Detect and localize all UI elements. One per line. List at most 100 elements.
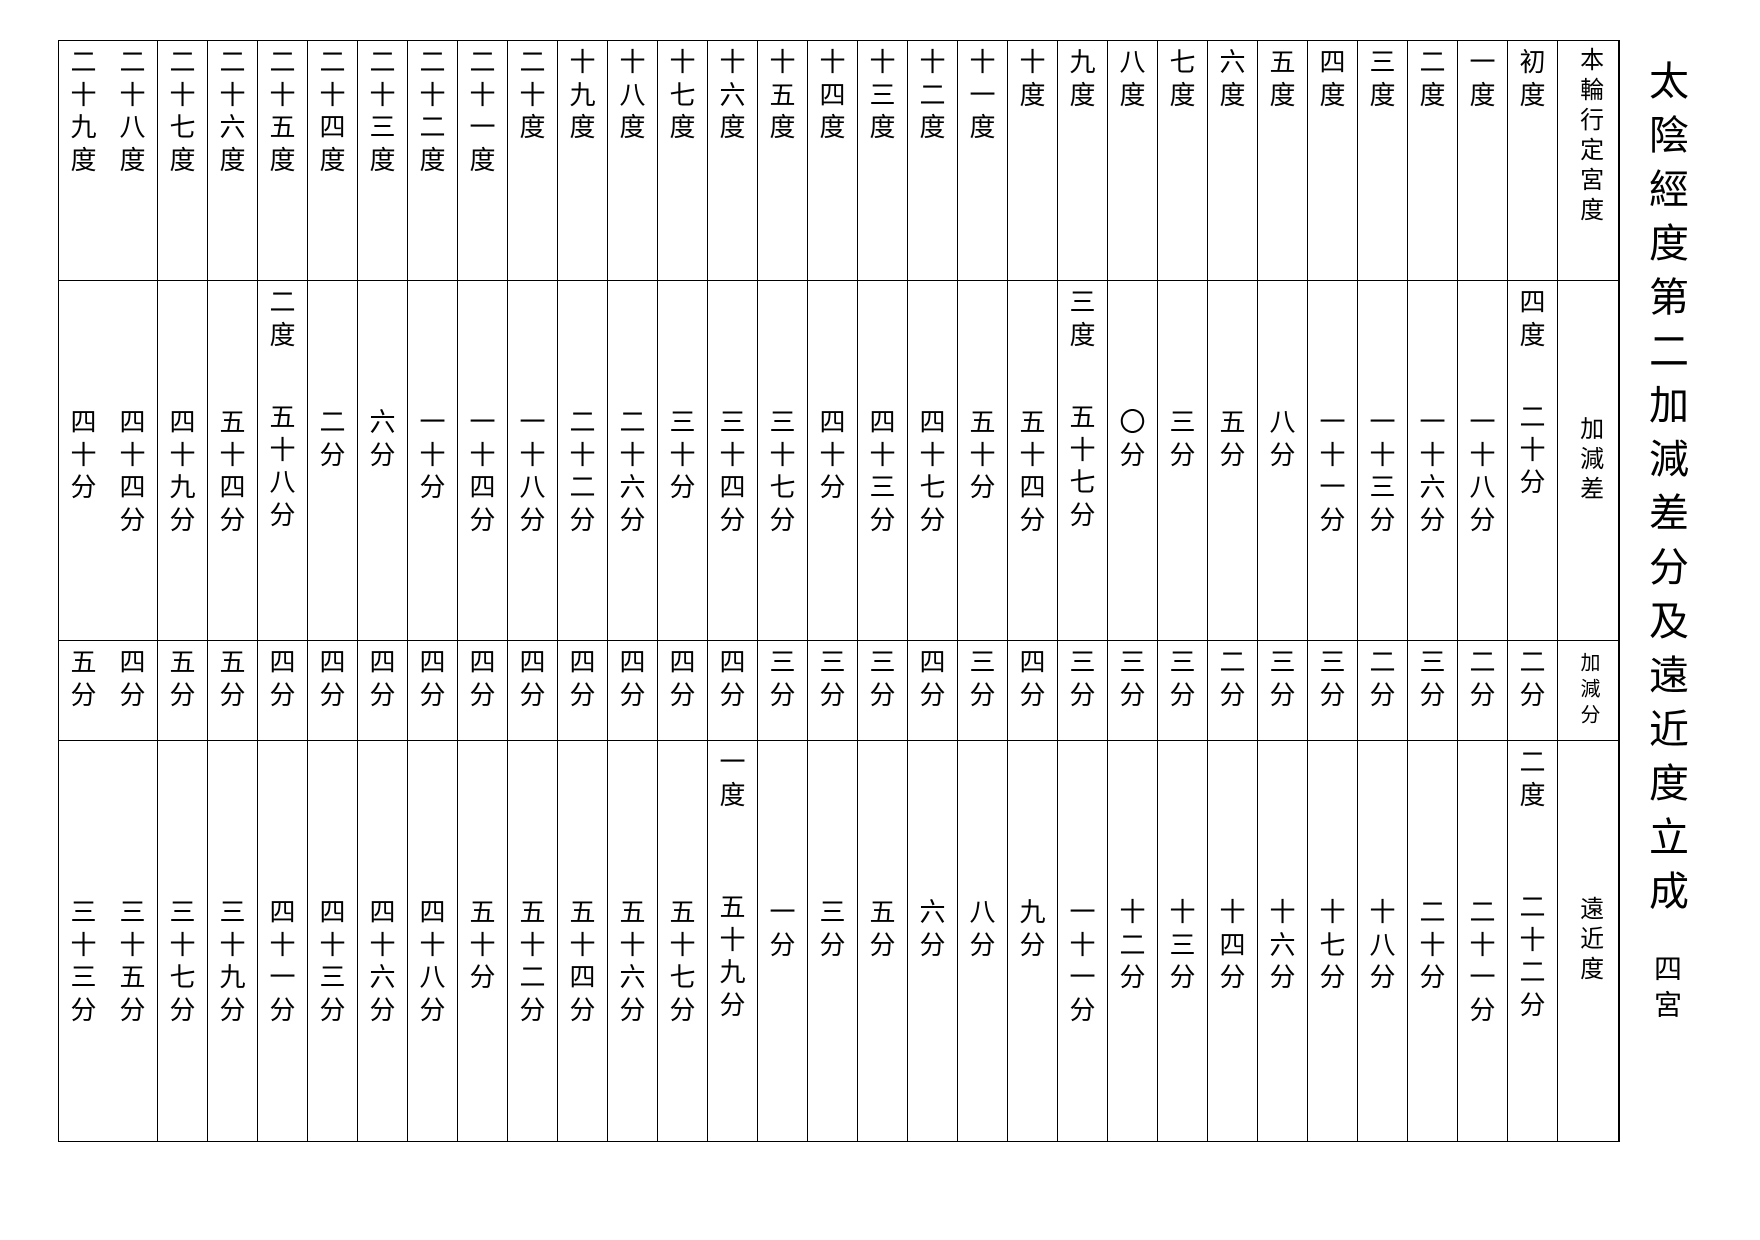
data-column: 二十六度五十四分五分三十九分: [208, 41, 258, 1141]
min-cell: 三分: [1158, 641, 1207, 741]
dist-cell: 四十一分: [258, 741, 307, 1141]
data-column: 二十八度四十四分四分三十五分: [108, 41, 158, 1141]
diff-cell: 一十八分: [508, 281, 557, 641]
degree-cell: 十度: [1008, 41, 1057, 281]
data-column: 九度三度五十七分三分一十一分: [1058, 41, 1108, 1141]
data-column: 三度一十三分二分十八分: [1358, 41, 1408, 1141]
data-column: 二十四度二分四分四十三分: [308, 41, 358, 1141]
degree-cell: 初度: [1508, 41, 1557, 281]
min-cell: 三分: [1308, 641, 1357, 741]
data-column: 二十五度二度五十八分四分四十一分: [258, 41, 308, 1141]
degree-cell: 二十七度: [158, 41, 207, 281]
degree-cell: 十四度: [808, 41, 857, 281]
diff-cell: 六分: [358, 281, 407, 641]
degree-cell: 四度: [1308, 41, 1357, 281]
header-row2: 加減差: [1558, 281, 1618, 641]
min-cell: 三分: [1258, 641, 1307, 741]
dist-cell: 一十一分: [1058, 741, 1107, 1141]
diff-cell: 〇分: [1108, 281, 1157, 641]
diff-cell: 一十分: [408, 281, 457, 641]
main-title: 太陰經度第二加減差分及遠近度立成: [1636, 60, 1694, 924]
degree-cell: 二度: [1408, 41, 1457, 281]
degree-cell: 十一度: [958, 41, 1007, 281]
data-column: 二度一十六分三分二十分: [1408, 41, 1458, 1141]
header-row4: 遠近度: [1558, 741, 1618, 1141]
diff-cell: 一十一分: [1308, 281, 1357, 641]
diff-cell: 五分: [1208, 281, 1257, 641]
degree-cell: 一度: [1458, 41, 1507, 281]
data-column: 初度四度二十分二分二度二十二分: [1508, 41, 1558, 1141]
data-column: 七度三分三分十三分: [1158, 41, 1208, 1141]
diff-cell: 三十四分: [708, 281, 757, 641]
diff-cell: 一十六分: [1408, 281, 1457, 641]
min-cell: 二分: [1358, 641, 1407, 741]
min-cell: 四分: [358, 641, 407, 741]
degree-cell: 二十三度: [358, 41, 407, 281]
degree-cell: 十八度: [608, 41, 657, 281]
min-cell: 四分: [458, 641, 507, 741]
diff-cell: 五十分: [958, 281, 1007, 641]
data-column: 十度五十四分四分九分: [1008, 41, 1058, 1141]
min-cell: 三分: [1108, 641, 1157, 741]
dist-cell: 十七分: [1308, 741, 1357, 1141]
data-column: 十一度五十分三分八分: [958, 41, 1008, 1141]
min-cell: 四分: [708, 641, 757, 741]
diff-cell: 二十二分: [558, 281, 607, 641]
degree-cell: 十九度: [558, 41, 607, 281]
data-column: 一度一十八分二分二十一分: [1458, 41, 1508, 1141]
degree-cell: 七度: [1158, 41, 1207, 281]
min-cell: 三分: [958, 641, 1007, 741]
dist-cell: 三分: [808, 741, 857, 1141]
diff-cell: 三十分: [658, 281, 707, 641]
min-cell: 二分: [1458, 641, 1507, 741]
diff-cell: 五十四分: [1008, 281, 1057, 641]
data-column: 十七度三十分四分五十七分: [658, 41, 708, 1141]
diff-cell: 四十九分: [158, 281, 207, 641]
dist-cell: 一分: [758, 741, 807, 1141]
dist-cell: 三十九分: [208, 741, 257, 1141]
degree-cell: 二十九度: [59, 41, 108, 281]
degree-cell: 八度: [1108, 41, 1157, 281]
diff-cell: 二度五十八分: [258, 281, 307, 641]
diff-cell: 二十六分: [608, 281, 657, 641]
data-column: 四度一十一分三分十七分: [1308, 41, 1358, 1141]
dist-cell: 十四分: [1208, 741, 1257, 1141]
degree-cell: 二十一度: [458, 41, 507, 281]
dist-cell: 五十二分: [508, 741, 557, 1141]
degree-cell: 十五度: [758, 41, 807, 281]
diff-cell: 二分: [308, 281, 357, 641]
diff-cell: 八分: [1258, 281, 1307, 641]
min-cell: 四分: [508, 641, 557, 741]
data-column: 二十一度一十四分四分五十分: [458, 41, 508, 1141]
diff-cell: 一十八分: [1458, 281, 1507, 641]
dist-cell: 三十五分: [108, 741, 157, 1141]
diff-cell: 一十三分: [1358, 281, 1407, 641]
min-cell: 四分: [658, 641, 707, 741]
min-cell: 二分: [1508, 641, 1557, 741]
data-column: 十八度二十六分四分五十六分: [608, 41, 658, 1141]
data-column: 六度五分二分十四分: [1208, 41, 1258, 1141]
min-cell: 四分: [1008, 641, 1057, 741]
min-cell: 三分: [1408, 641, 1457, 741]
data-column: 二十九度四十分五分三十三分: [59, 41, 108, 1141]
dist-cell: 十八分: [1358, 741, 1407, 1141]
data-column: 二十三度六分四分四十六分: [358, 41, 408, 1141]
dist-cell: 十二分: [1108, 741, 1157, 1141]
min-cell: 四分: [908, 641, 957, 741]
degree-cell: 三度: [1358, 41, 1407, 281]
dist-cell: 八分: [958, 741, 1007, 1141]
header-row1: 本輪行定宮度: [1558, 41, 1618, 281]
data-column: 十三度四十三分三分五分: [858, 41, 908, 1141]
data-column: 十九度二十二分四分五十四分: [558, 41, 608, 1141]
data-column: 五度八分三分十六分: [1258, 41, 1308, 1141]
min-cell: 三分: [808, 641, 857, 741]
data-column: 十四度四十分三分三分: [808, 41, 858, 1141]
dist-cell: 四十六分: [358, 741, 407, 1141]
dist-cell: 十三分: [1158, 741, 1207, 1141]
dist-cell: 一度五十九分: [708, 741, 757, 1141]
diff-cell: 四度二十分: [1508, 281, 1557, 641]
dist-cell: 三十三分: [59, 741, 108, 1141]
degree-cell: 六度: [1208, 41, 1257, 281]
min-cell: 三分: [1058, 641, 1107, 741]
data-column: 二十七度四十九分五分三十七分: [158, 41, 208, 1141]
